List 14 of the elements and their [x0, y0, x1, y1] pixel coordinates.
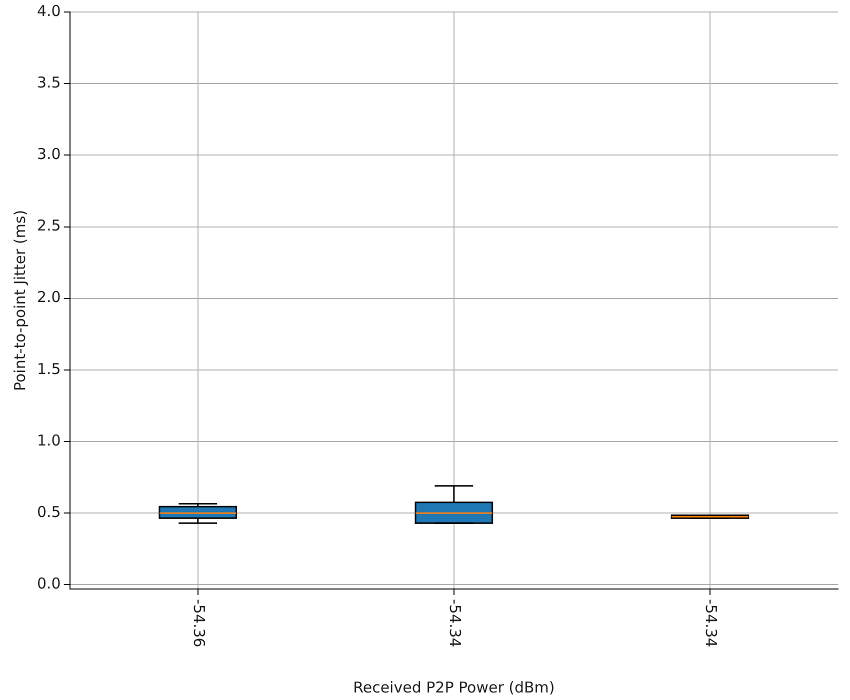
- y-tick-label: 1.0: [36, 431, 61, 450]
- x-tick-label: -54.34: [702, 599, 720, 648]
- y-tick-label: 2.5: [36, 216, 61, 235]
- x-axis-title: Received P2P Power (dBm): [353, 678, 555, 696]
- y-tick-label: 1.5: [36, 360, 61, 378]
- y-tick-label: 0.5: [36, 503, 61, 522]
- y-tick-label: 0.0: [36, 574, 61, 593]
- x-tick-label: -54.34: [446, 599, 464, 648]
- y-tick-label: 2.0: [36, 288, 61, 306]
- y-tick-label: 3.0: [36, 145, 61, 164]
- y-tick-label: 4.0: [36, 2, 61, 20]
- x-tick-label: -54.36: [190, 599, 208, 648]
- y-axis-title: Point-to-point Jitter (ms): [10, 210, 29, 392]
- y-tick-label: 3.5: [36, 73, 61, 92]
